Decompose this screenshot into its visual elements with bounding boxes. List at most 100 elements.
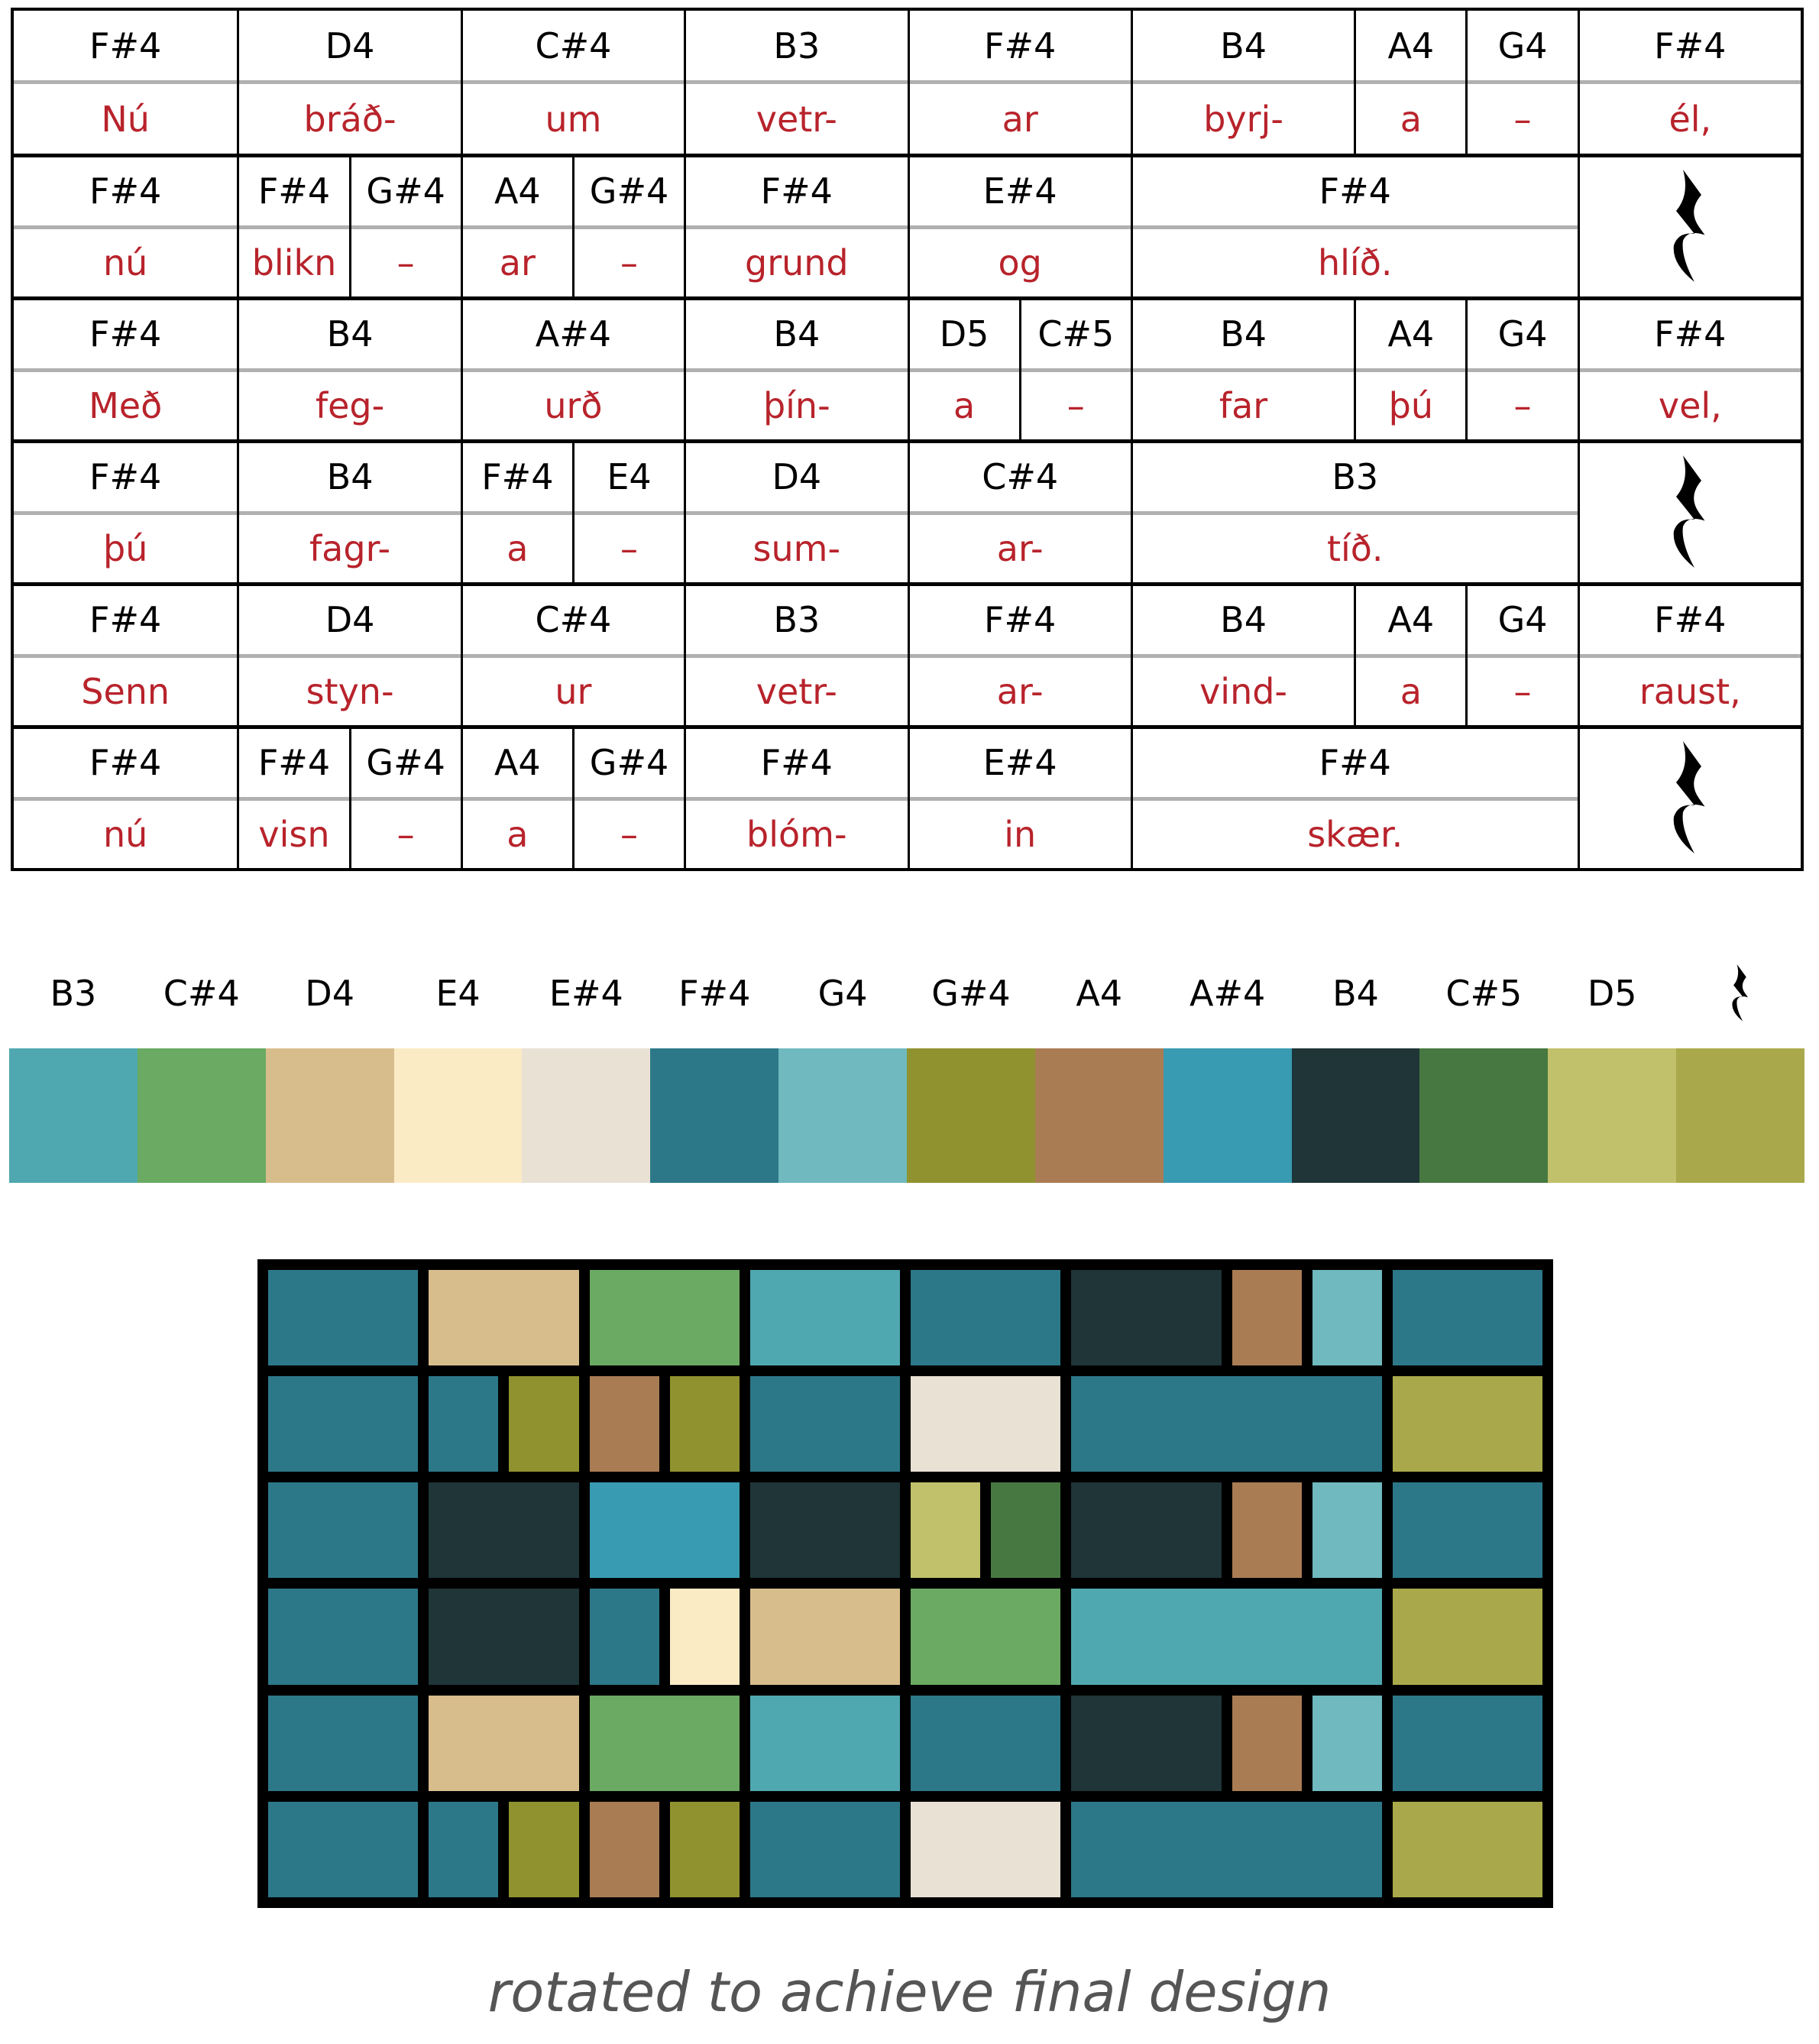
note-cell: B4 fagr- (237, 443, 461, 582)
legend-label: B3 (50, 973, 97, 1014)
rest-cell (1580, 157, 1801, 296)
note-cell: F#4 blikn (237, 157, 349, 296)
lyric-syllable: tíð. (1326, 527, 1384, 569)
note-label: D4 (239, 11, 461, 84)
note-label: A4 (1356, 300, 1466, 372)
mosaic-block (749, 1695, 900, 1791)
legend-swatch (1163, 1048, 1292, 1183)
mosaic-block (429, 1801, 499, 1897)
note-label: F#4 (239, 729, 349, 801)
legend-label: G4 (817, 973, 868, 1014)
mosaic-block (911, 1695, 1061, 1791)
mosaic-block (1312, 1270, 1382, 1366)
mosaic-block (268, 1482, 419, 1579)
mosaic-block (749, 1801, 900, 1897)
lyric-syllable: far (1219, 384, 1268, 426)
note-label: F#4 (1579, 11, 1801, 84)
lyric-syllable: Nú (101, 98, 150, 140)
note-cell: F#4 nú (14, 729, 238, 868)
mosaic-block (1392, 1695, 1542, 1791)
note-label: D5 (909, 300, 1019, 372)
note-label: F#4 (14, 729, 238, 801)
lyric-syllable: – (1513, 98, 1532, 140)
mosaic-block (749, 1482, 900, 1579)
mosaic-block (589, 1270, 740, 1366)
mosaic-block (749, 1589, 900, 1685)
lyric-syllable: in (1004, 813, 1037, 855)
lyric-syllable: fagr- (309, 527, 391, 569)
lyric-syllable: a (1400, 670, 1422, 712)
lyric-syllable: – (620, 241, 639, 283)
mosaic-block (589, 1589, 659, 1685)
note-cell (1577, 157, 1801, 296)
lyric-syllable: – (396, 813, 415, 855)
note-label: D4 (686, 443, 908, 515)
mosaic-block (1071, 1589, 1382, 1685)
quarter-rest-icon (1674, 741, 1705, 854)
note-label: B4 (239, 443, 461, 515)
note-label: C#4 (462, 586, 685, 658)
legend-label: C#5 (1445, 973, 1523, 1014)
note-cell: B4 vind- (1130, 586, 1355, 725)
mosaic-block (1392, 1270, 1542, 1366)
mosaic-block (749, 1376, 900, 1472)
mosaic-block (1392, 1801, 1542, 1897)
legend-swatch (1034, 1048, 1164, 1183)
note-label: D4 (239, 586, 461, 658)
lyric-syllable: ar (1002, 98, 1038, 140)
legend-label: B4 (1332, 973, 1379, 1014)
note-lyric-table: F#4 Nú D4 bráð- C#4 um B3 vetr- F#4 ar B4 byrj- A4 a G… (11, 8, 1804, 871)
note-cell: G#4 – (348, 729, 461, 868)
mosaic-block (268, 1801, 419, 1897)
mosaic-block (429, 1270, 579, 1366)
note-cell: E4 – (571, 443, 685, 582)
mosaic-block (749, 1270, 900, 1366)
legend-label: G#4 (931, 973, 1011, 1014)
note-label: F#4 (909, 11, 1131, 84)
note-cell: F#4 vel, (1577, 300, 1801, 439)
note-cell: A#4 urð (460, 300, 685, 439)
quarter-rest-icon (1674, 455, 1705, 568)
note-cell: C#4 um (460, 11, 685, 154)
lyric-syllable: ar- (996, 527, 1044, 569)
table-row: F#4 Nú D4 bráð- C#4 um B3 vetr- F#4 ar B4 byrj- A4 a G… (14, 11, 1801, 154)
mosaic-block (1071, 1376, 1382, 1472)
mosaic-block (509, 1376, 579, 1472)
mosaic-block (991, 1482, 1061, 1579)
lyric-syllable: a (1400, 98, 1422, 140)
legend-label (1676, 959, 1804, 1028)
note-cell: G4 – (1465, 586, 1578, 725)
lyric-syllable: a (953, 384, 976, 426)
lyric-syllable: a (507, 813, 529, 855)
lyric-syllable: þú (1388, 384, 1434, 426)
note-label: F#4 (14, 586, 238, 658)
note-cell: C#4 ar- (907, 443, 1131, 582)
note-cell: A4 a (1354, 586, 1466, 725)
note-label: G4 (1468, 11, 1578, 84)
table-row: F#4 nú F#4 blikn G#4 – A4 ar G#4 – F#4 grund E#4 og F#… (14, 154, 1801, 296)
note-cell: E#4 og (907, 157, 1131, 296)
lyric-syllable: – (1513, 384, 1532, 426)
note-cell: B4 byrj- (1130, 11, 1355, 154)
note-label: G#4 (574, 157, 685, 229)
table-row: F#4 Með B4 feg- A#4 urð B4 þín- D5 a C#5 – B4 far A4 þú… (14, 296, 1801, 439)
note-cell: B3 vetr- (684, 586, 908, 725)
lyric-syllable: – (1066, 384, 1085, 426)
mosaic-block (1392, 1376, 1542, 1472)
lyric-syllable: – (620, 813, 639, 855)
note-cell: B4 far (1130, 300, 1355, 439)
note-cell (1577, 443, 1801, 582)
legend-swatch (778, 1048, 907, 1183)
note-label: E4 (574, 443, 685, 515)
note-label: B4 (1132, 586, 1355, 658)
mosaic-block (1232, 1695, 1302, 1791)
note-cell: D4 sum- (684, 443, 908, 582)
mosaic-block (1071, 1695, 1222, 1791)
lyric-syllable: vind- (1199, 670, 1288, 712)
legend-swatch (1291, 1048, 1420, 1183)
lyric-syllable: vetr- (756, 670, 837, 712)
lyric-syllable: þín- (762, 384, 830, 426)
legend-label: F#4 (678, 973, 751, 1014)
quarter-rest-icon (1732, 964, 1748, 1022)
lyric-syllable: – (396, 241, 415, 283)
